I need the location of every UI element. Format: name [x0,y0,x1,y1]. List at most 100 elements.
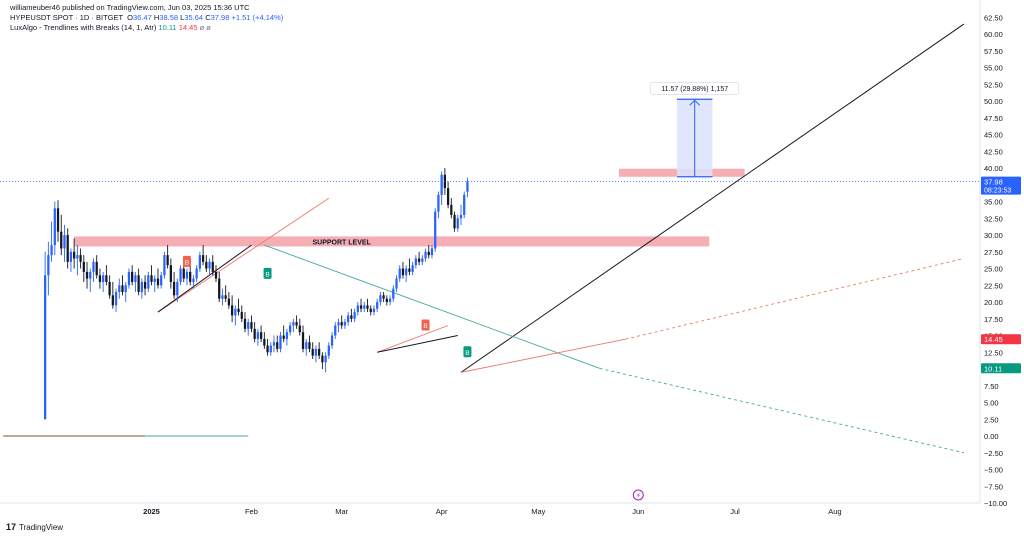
measure-arrow-head [689,99,701,106]
ohlc-high: 38.58 [159,13,179,22]
candle-bullish [388,295,392,306]
candle-bullish [292,318,295,333]
candle-body [172,281,176,296]
price-tick-label: 0.00 [984,432,999,441]
candle-bullish [76,245,79,276]
candle-body [150,275,153,282]
indicator-name[interactable]: LuxAlgo - Trendlines with Breaks (14, 1,… [10,23,157,32]
tradingview-brand[interactable]: 17 TradingView [6,522,63,532]
candle-body [392,288,395,299]
candle-body [247,322,250,329]
candle-bearish [453,211,456,232]
symbol-row[interactable]: HYPEUSDT SPOT · 1D · BITGET O36.47 H38.5… [10,13,283,23]
candle-bearish [276,335,279,353]
indicator-row[interactable]: LuxAlgo - Trendlines with Breaks (14, 1,… [10,23,283,33]
candle-body [292,322,295,326]
price-tick-label: −5.00 [984,466,1003,475]
price-tag-countdown: 08:23:53 [984,188,1011,195]
candle-bullish [176,278,179,303]
candle-bullish [424,248,427,262]
candle-bullish [324,352,327,373]
candle-body [308,342,311,349]
candle-body [305,342,308,349]
candle-bearish [224,285,227,303]
candle-bullish [89,268,92,292]
candle-body [227,298,231,306]
candle-body [179,268,182,282]
candle-bearish [205,255,208,272]
candle-body [160,275,163,286]
ohlc-open: 36.47 [132,13,152,22]
candle-bearish [166,245,169,269]
candle-body [76,255,79,259]
price-tick-label: 42.50 [984,147,1003,156]
candle-body [298,325,301,333]
candle-body [53,208,56,246]
candle-bearish [446,181,450,209]
buy-marker [463,346,472,358]
candle-body [379,295,382,303]
sell-marker [182,255,191,267]
candle-body [398,268,401,279]
indicator-settings-icon[interactable]: ø ø [199,23,211,32]
candle-bullish [44,251,47,420]
buy-marker-label: B [265,271,269,278]
candle-body [208,261,211,269]
candle-bullish [466,177,469,198]
time-axis[interactable]: 2025 Feb Mar Apr May Jun Jul Aug [0,502,980,516]
candle-bearish [143,275,147,296]
candle-bearish [237,298,240,316]
candle-body [60,231,63,249]
candle-body [272,342,276,346]
candle-bullish [256,328,260,346]
candle-body [143,281,147,289]
candle-bearish [150,265,153,286]
candle-body [253,328,256,339]
candle-bullish [53,201,56,256]
candle-bearish [137,268,140,296]
price-tag: 10.11 [981,363,1021,374]
candle-body [282,335,285,339]
symbol-title[interactable]: HYPEUSDT SPOT · 1D · BITGET [10,13,123,22]
candle-bearish [240,305,243,323]
price-tag: 14.45 [981,334,1021,345]
candle-bearish [298,318,301,336]
candle-body [405,268,408,276]
candle-body [182,268,185,279]
candle-bullish [50,221,53,262]
candle-body [198,255,201,269]
candle-bullish [305,338,308,356]
price-axis[interactable]: −10.00 −7.50 −5.00 −2.50 0.00 2.50 5.00 7.50 10.… [979,0,1007,508]
candle-body [463,194,466,215]
candle-bearish [105,265,108,286]
candle-bullish [272,335,276,353]
candle-bullish [192,275,195,289]
buy-marker [263,267,272,279]
candle-body [105,275,108,282]
time-tick-label: Feb [245,507,258,516]
candle-body [230,305,234,316]
candle-body [276,342,279,349]
candle-bullish [376,298,379,313]
price-tick-label: −2.50 [984,449,1003,458]
candle-bullish [124,281,127,303]
red-trendline [460,338,626,373]
candle-body [334,325,337,336]
candle-bullish [234,305,237,326]
candle-bullish [47,241,50,296]
candle-body [289,325,292,333]
price-tick-label: 5.00 [984,399,999,408]
candle-body [395,278,398,289]
candle-body [166,255,169,266]
candle-body [363,305,366,309]
candle-bearish [243,312,247,333]
candle-bearish [156,268,160,289]
trendlines-layer [3,23,965,454]
support-level-zone [74,236,710,247]
price-tick-label: 22.50 [984,281,1003,290]
candle-body [121,285,124,292]
candle-body [382,295,385,299]
candle-body [237,308,240,313]
